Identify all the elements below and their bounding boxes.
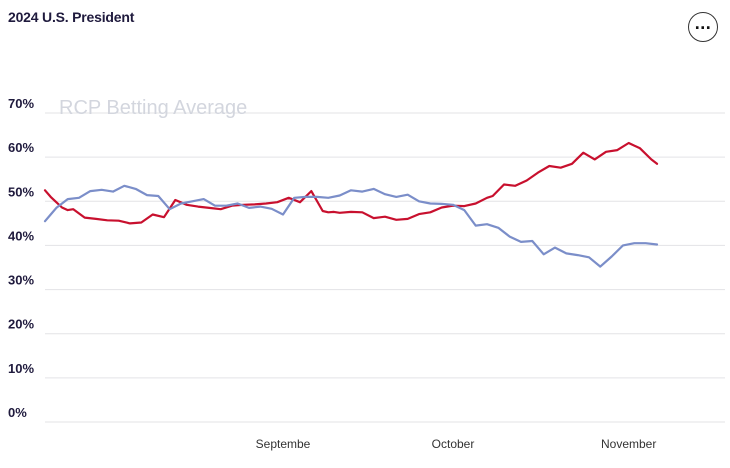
chart-watermark: RCP Betting Average <box>59 97 247 119</box>
y-tick-label: 10% <box>8 361 34 376</box>
chart-menu-button[interactable]: ... <box>688 12 718 42</box>
x-tick-label: Septembe <box>256 437 311 451</box>
x-tick-label: October <box>432 437 475 451</box>
y-tick-label: 0% <box>8 405 27 420</box>
x-axis-ticks: Septembe October November <box>256 437 657 451</box>
series-line-1 <box>43 141 659 225</box>
chart-grid <box>45 112 725 423</box>
y-axis-ticks: 0% 10% 20% 30% 40% 50% 60% 70% <box>8 96 34 420</box>
y-tick-label: 60% <box>8 140 34 155</box>
ellipsis-icon: ... <box>694 13 712 33</box>
series-line-2 <box>43 184 659 268</box>
y-tick-label: 40% <box>8 228 34 243</box>
y-tick-label: 50% <box>8 184 34 199</box>
y-tick-label: 20% <box>8 317 34 332</box>
x-tick-label: November <box>601 437 656 451</box>
chart-series <box>43 141 659 268</box>
y-tick-label: 30% <box>8 273 34 288</box>
chart-title: 2024 U.S. President <box>8 9 135 25</box>
y-tick-label: 70% <box>8 96 34 111</box>
